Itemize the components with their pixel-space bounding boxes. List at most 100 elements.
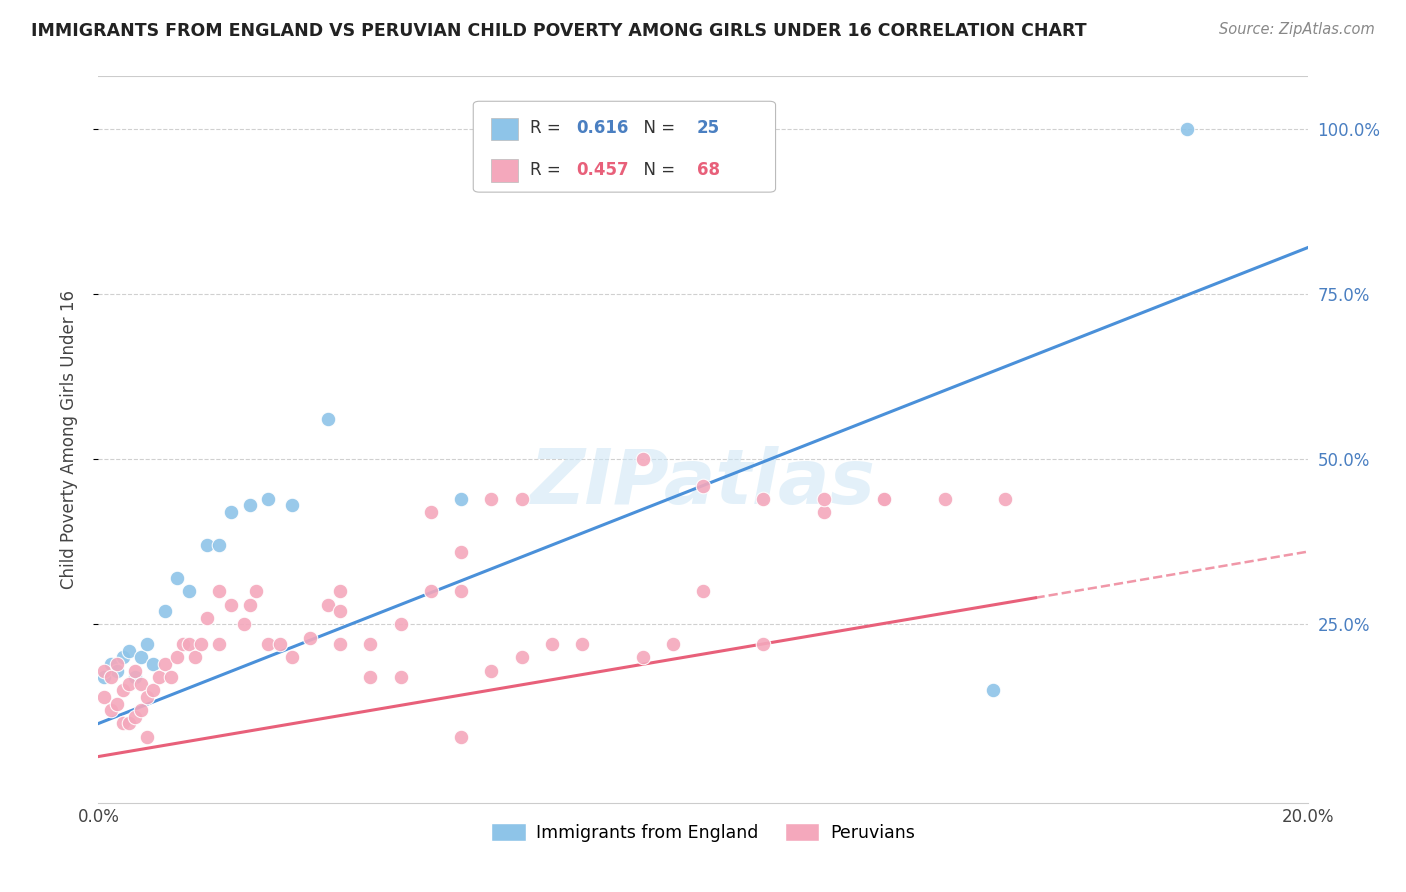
Point: [873, 491, 896, 506]
Point: [118, 677, 141, 691]
Point: [692, 584, 714, 599]
Point: [316, 412, 339, 426]
Point: [389, 670, 412, 684]
Point: [105, 664, 128, 678]
Point: [752, 637, 775, 651]
Point: [245, 584, 267, 599]
Text: 0.616: 0.616: [576, 120, 628, 137]
Point: [389, 617, 412, 632]
Point: [148, 670, 170, 684]
Point: [111, 716, 134, 731]
Text: N =: N =: [633, 161, 681, 179]
Text: R =: R =: [530, 161, 567, 179]
Point: [1175, 121, 1198, 136]
Point: [166, 650, 188, 665]
Point: [179, 584, 201, 599]
Point: [481, 491, 503, 506]
Point: [450, 730, 472, 744]
Point: [752, 491, 775, 506]
Point: [153, 604, 176, 618]
Point: [118, 716, 141, 731]
Point: [142, 683, 165, 698]
Point: [316, 598, 339, 612]
Point: [934, 491, 956, 506]
Text: IMMIGRANTS FROM ENGLAND VS PERUVIAN CHILD POVERTY AMONG GIRLS UNDER 16 CORRELATI: IMMIGRANTS FROM ENGLAND VS PERUVIAN CHIL…: [31, 22, 1087, 40]
Point: [360, 670, 382, 684]
Text: R =: R =: [530, 120, 567, 137]
Point: [239, 499, 262, 513]
Point: [256, 637, 278, 651]
Point: [208, 637, 231, 651]
Point: [661, 637, 683, 651]
Point: [93, 664, 115, 678]
Point: [142, 657, 165, 671]
Point: [269, 637, 291, 651]
Point: [208, 538, 231, 552]
Text: N =: N =: [633, 120, 681, 137]
Point: [813, 491, 835, 506]
Point: [135, 690, 157, 704]
Point: [329, 637, 352, 651]
Point: [124, 664, 146, 678]
Point: [93, 670, 115, 684]
Point: [329, 604, 352, 618]
Point: [221, 505, 243, 519]
Y-axis label: Child Poverty Among Girls Under 16: Child Poverty Among Girls Under 16: [59, 290, 77, 589]
Point: [540, 637, 562, 651]
Point: [105, 657, 128, 671]
Point: [124, 670, 146, 684]
Text: Source: ZipAtlas.com: Source: ZipAtlas.com: [1219, 22, 1375, 37]
Point: [93, 690, 115, 704]
Point: [329, 584, 352, 599]
Point: [172, 637, 194, 651]
Text: 68: 68: [697, 161, 720, 179]
Point: [100, 657, 122, 671]
Point: [299, 631, 322, 645]
Point: [994, 491, 1017, 506]
Point: [981, 683, 1004, 698]
Point: [420, 584, 443, 599]
Point: [105, 697, 128, 711]
Point: [631, 650, 654, 665]
Point: [256, 491, 278, 506]
Point: [450, 544, 472, 558]
Point: [450, 491, 472, 506]
Point: [481, 664, 503, 678]
Point: [510, 650, 533, 665]
Point: [129, 650, 152, 665]
Point: [100, 703, 122, 717]
FancyBboxPatch shape: [492, 160, 517, 182]
Point: [195, 611, 218, 625]
Point: [111, 683, 134, 698]
Point: [129, 677, 152, 691]
Point: [239, 598, 262, 612]
Point: [281, 650, 304, 665]
Point: [195, 538, 218, 552]
Point: [179, 637, 201, 651]
Point: [111, 650, 134, 665]
Point: [160, 670, 183, 684]
Point: [631, 452, 654, 467]
Point: [360, 637, 382, 651]
Legend: Immigrants from England, Peruvians: Immigrants from England, Peruvians: [484, 816, 922, 848]
Point: [135, 730, 157, 744]
Point: [129, 703, 152, 717]
Point: [420, 505, 443, 519]
Point: [450, 584, 472, 599]
Point: [166, 571, 188, 585]
Point: [184, 650, 207, 665]
FancyBboxPatch shape: [492, 118, 517, 140]
Point: [208, 584, 231, 599]
Point: [221, 598, 243, 612]
Text: 25: 25: [697, 120, 720, 137]
Point: [124, 710, 146, 724]
Text: ZIPatlas: ZIPatlas: [530, 446, 876, 520]
FancyBboxPatch shape: [474, 102, 776, 192]
Point: [135, 637, 157, 651]
Point: [873, 491, 896, 506]
Text: 0.457: 0.457: [576, 161, 628, 179]
Point: [153, 657, 176, 671]
Point: [813, 505, 835, 519]
Point: [510, 491, 533, 506]
Point: [190, 637, 212, 651]
